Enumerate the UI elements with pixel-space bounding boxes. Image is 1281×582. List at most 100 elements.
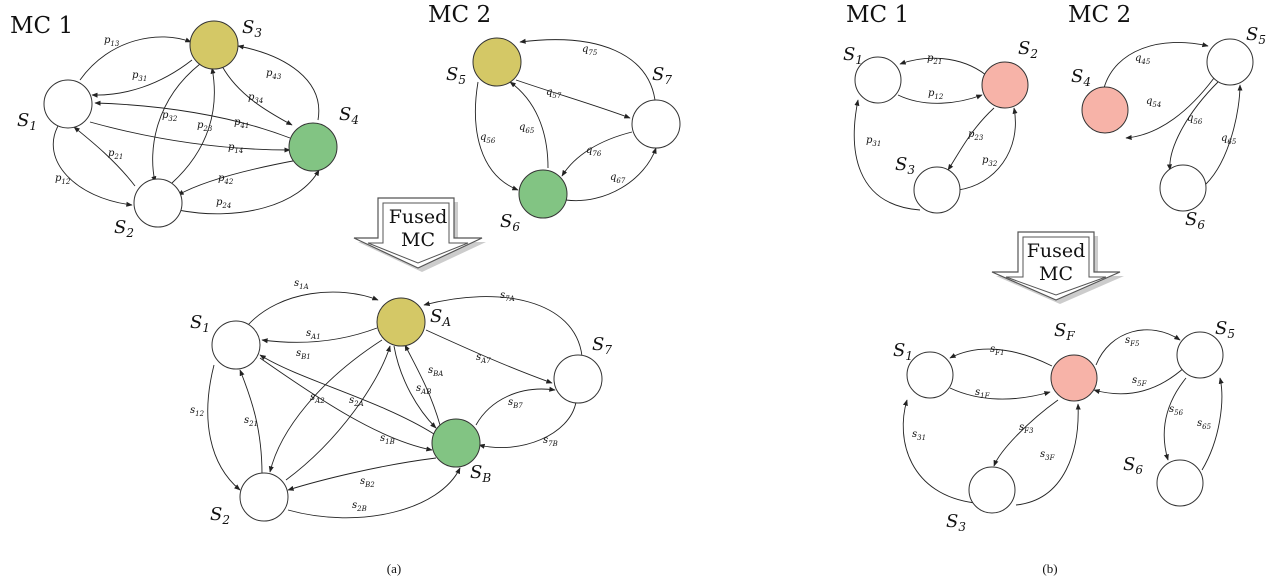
edge-label-b-p12: p12	[928, 88, 944, 101]
panel-b-mc2-edge-labels: q45 q54 q56 q65	[1135, 53, 1237, 146]
state-label-s7: S7	[652, 64, 672, 87]
edge-q76	[561, 131, 633, 177]
edge-s5F	[1093, 365, 1187, 395]
fused-label-b-line1: Fused	[1027, 240, 1086, 262]
edge-s2A	[285, 345, 391, 481]
panel-b-mc1-edge-labels: p21 p12 p23 p32 p31	[866, 53, 998, 168]
edge-s1A	[247, 291, 379, 326]
edge-label-sF5: sF5	[1125, 335, 1140, 348]
state-node-s7	[631, 99, 681, 149]
b-mc1-label-s2: S2	[1018, 38, 1038, 61]
edge-label-sA7: sA7	[476, 352, 491, 365]
edge-label-sF1: sF1	[990, 344, 1004, 357]
state-node-s2	[133, 178, 183, 228]
edge-label-q75: q75	[582, 44, 598, 57]
edge-label-p34: p34	[248, 92, 263, 105]
edge-label-s5F: s5F	[1132, 375, 1148, 388]
edge-label-p21: p21	[108, 148, 123, 161]
edge-label-s56: s56	[1169, 404, 1184, 417]
state-label-s2: S2	[114, 217, 134, 240]
panel-b-caption: (b)	[1042, 561, 1057, 576]
panel-a-mc2-edge-labels: q75 q57 q56 q65 q76 q67	[480, 44, 626, 185]
edge-p32	[151, 63, 201, 183]
panel-a-mc1-edge-labels: p13 p31 p43 p34 p32 p23 p41 p21 p14 p12 …	[55, 35, 282, 210]
state-node-s3	[189, 20, 239, 70]
edge-sAB	[393, 345, 437, 429]
edge-s7A	[423, 296, 583, 357]
edge-label-s2A: s2A	[349, 395, 364, 408]
fused-a-node-s2	[239, 472, 289, 522]
edge-label-q57: q57	[546, 87, 562, 100]
edge-sB7	[475, 386, 556, 426]
edge-p24	[177, 169, 320, 215]
panel-b-mc2-edges	[1103, 42, 1243, 185]
edge-label-s3F: s3F	[1040, 449, 1056, 462]
edge-p13	[79, 36, 192, 81]
edge-p41	[94, 100, 291, 139]
fused-a-label-sB: SB	[470, 462, 491, 485]
state-label-s4: S4	[339, 104, 359, 127]
panel-a-fused-arrow: Fused MC	[353, 197, 486, 272]
edge-label-q76: q76	[586, 145, 602, 158]
fused-b-label-s5: S5	[1215, 318, 1235, 341]
edge-p12	[52, 125, 133, 207]
fused-b-label-s3: S3	[946, 511, 966, 534]
b-mc2-label-s6: S6	[1185, 209, 1205, 232]
edge-label-s31: s31	[912, 429, 926, 442]
edge-sA1	[261, 327, 378, 344]
b-mc2-label-s4: S4	[1071, 66, 1091, 89]
edge-s2B	[287, 467, 461, 519]
edge-s1F	[949, 387, 1051, 400]
edge-label-p24: p24	[216, 197, 231, 210]
edge-s31	[902, 399, 976, 504]
edge-label-p23: p23	[197, 120, 213, 133]
fused-a-label-s1: S1	[190, 312, 210, 335]
edge-sF3	[993, 399, 1059, 467]
edge-label-b-p23: p23	[968, 129, 984, 142]
panel-a-mc1-edges	[52, 36, 320, 215]
edge-sBA	[404, 344, 441, 426]
fused-b-node-s1	[906, 351, 954, 399]
edge-label-s2B: s2B	[352, 500, 367, 513]
edge-label-s1F: s1F	[975, 387, 991, 400]
edge-q56	[475, 81, 519, 191]
panel-a-mc1-title: MC 1	[10, 13, 73, 39]
panel-b-mc1-title: MC 1	[846, 2, 909, 28]
edge-label-p14: p14	[228, 142, 243, 155]
panel-a-mc2-title: MC 2	[428, 2, 491, 28]
edge-label-s1B: s1B	[380, 433, 395, 446]
b-mc2-node-s6	[1159, 164, 1207, 212]
panel-a-mc2-edges	[475, 38, 657, 202]
edge-q57	[515, 79, 631, 119]
edge-label-b-p21: p21	[927, 53, 942, 66]
edge-sB2	[287, 457, 437, 491]
panel-b-fused-edges	[902, 329, 1224, 506]
edge-q65	[509, 81, 549, 169]
edge-label-p32: p32	[162, 110, 178, 123]
fused-a-node-s7	[553, 354, 603, 404]
edge-p34	[221, 65, 293, 126]
b-mc1-node-s1	[854, 56, 902, 104]
edge-q67	[565, 147, 657, 202]
edge-label-sF3: sF3	[1019, 422, 1034, 435]
edge-b-p12	[897, 94, 983, 104]
edge-label-s7B: s7B	[543, 435, 558, 448]
edge-b-q45	[1103, 42, 1209, 89]
fused-a-node-s1	[211, 320, 261, 370]
edge-label-b-q56: q56	[1187, 113, 1203, 126]
fused-a-label-sA: SA	[430, 306, 451, 329]
edge-label-p31: p31	[132, 70, 147, 83]
edge-p21	[73, 126, 136, 187]
edge-sF5	[1095, 329, 1181, 366]
state-node-s5	[472, 37, 522, 87]
edge-label-s65: s65	[1197, 418, 1212, 431]
edge-label-s1A: s1A	[294, 278, 309, 291]
b-mc1-node-s3	[913, 166, 961, 214]
state-label-s5: S5	[446, 64, 466, 87]
state-node-s1	[43, 79, 93, 129]
edge-s21	[239, 369, 263, 475]
edge-s56	[1163, 377, 1187, 461]
b-mc2-node-s4	[1081, 86, 1129, 134]
state-node-s4	[288, 122, 338, 172]
